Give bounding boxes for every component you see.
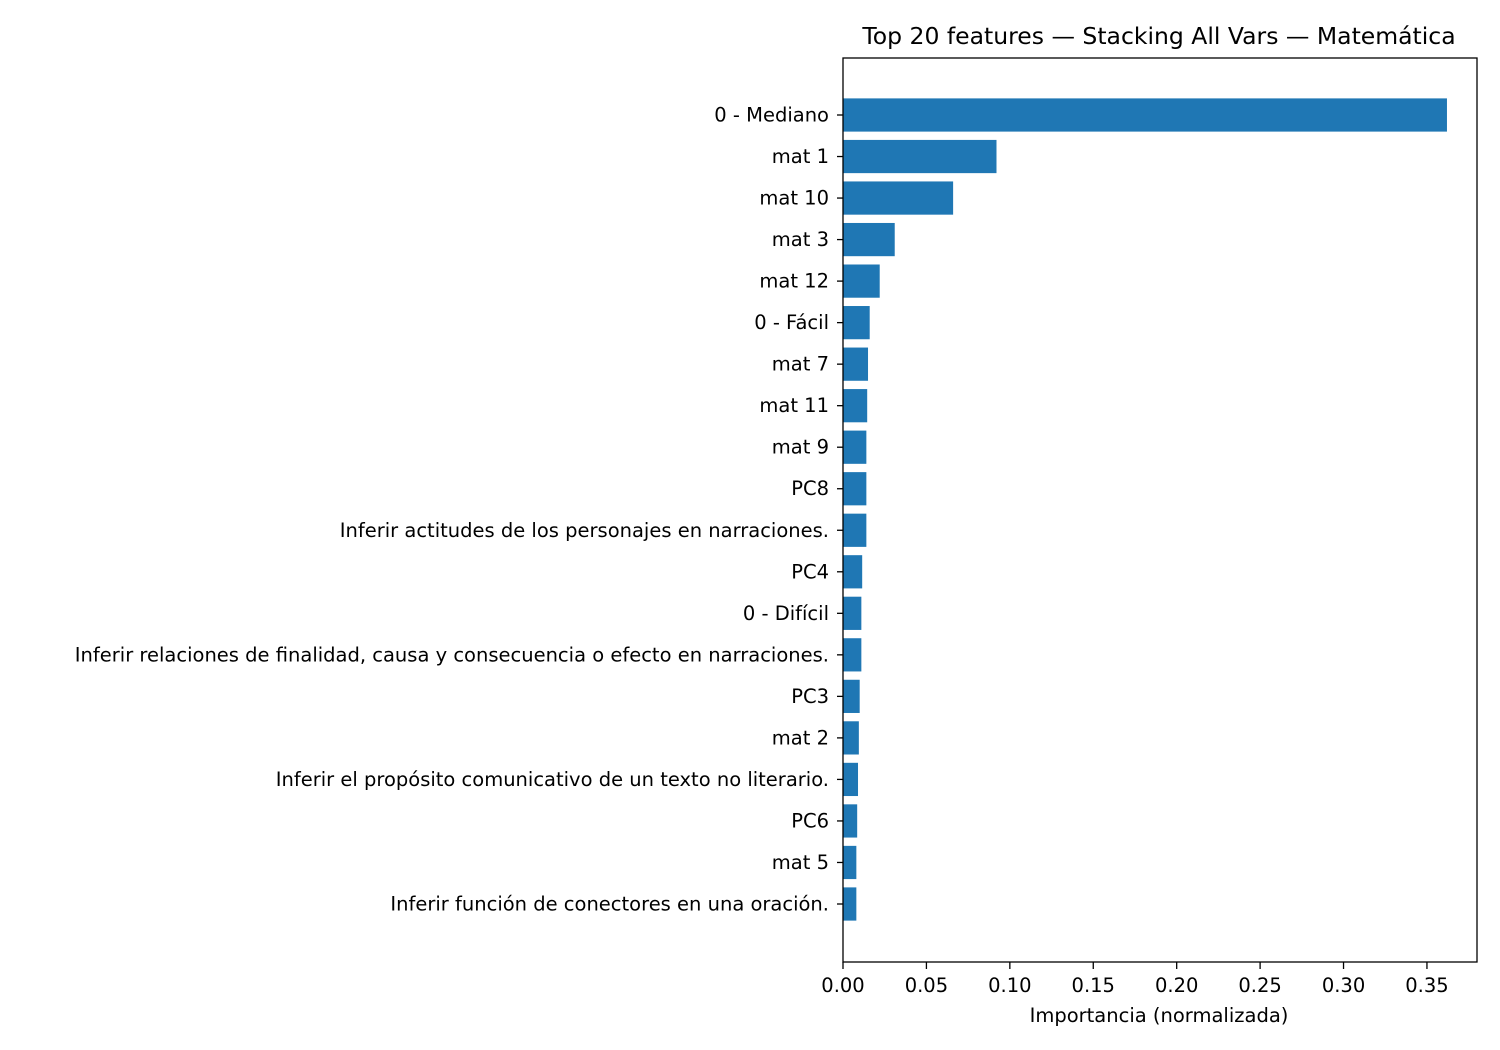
bar — [843, 98, 1447, 132]
bar — [843, 472, 867, 506]
bar — [843, 887, 857, 921]
bar — [843, 139, 997, 174]
y-tick-label: PC4 — [791, 560, 829, 583]
x-axis-label: Importancia (normalizada) — [1030, 1004, 1289, 1027]
bar — [843, 555, 863, 589]
y-tick-label: 0 - Difícil — [743, 602, 829, 625]
y-tick-label: mat 12 — [759, 270, 829, 293]
y-tick-label: Inferir actitudes de los personajes en n… — [340, 519, 829, 542]
bar — [843, 430, 867, 464]
x-tick-label: 0.00 — [821, 974, 864, 997]
x-tick-label: 0.15 — [1072, 974, 1115, 997]
y-tick-label: mat 7 — [772, 353, 829, 376]
y-tick-label: 0 - Fácil — [754, 311, 829, 334]
y-tick-label: Inferir el propósito comunicativo de un … — [276, 768, 829, 791]
y-tick-label: mat 1 — [772, 145, 829, 168]
bar — [843, 347, 869, 381]
bar — [843, 638, 862, 672]
bar — [843, 181, 954, 215]
bar — [843, 845, 857, 880]
y-tick-label: mat 11 — [759, 394, 829, 417]
bar — [843, 222, 895, 257]
y-tick-label: 0 - Mediano — [714, 104, 829, 127]
y-tick-label: mat 10 — [759, 187, 829, 210]
y-tick-label: Inferir relaciones de finalidad, causa y… — [75, 643, 829, 666]
bar — [843, 762, 859, 797]
bar — [843, 804, 858, 838]
bar — [843, 513, 867, 547]
y-tick-label: mat 5 — [772, 851, 829, 874]
bar — [843, 306, 870, 340]
x-tick-label: 0.20 — [1155, 974, 1198, 997]
x-tick-label: 0.05 — [905, 974, 948, 997]
y-tick-label: PC8 — [791, 477, 829, 500]
y-tick-label: PC3 — [791, 685, 829, 708]
x-ticks: 0.00 0.05 0.10 0.15 0.20 0.25 0.30 0.35 — [821, 962, 1449, 997]
bar — [843, 389, 868, 423]
x-tick-label: 0.35 — [1405, 974, 1448, 997]
x-tick-label: 0.25 — [1238, 974, 1281, 997]
bar — [843, 264, 880, 298]
plot-frame — [842, 57, 1478, 963]
y-tick-label: Inferir función de conectores en una ora… — [390, 893, 829, 916]
y-tick-label: mat 2 — [772, 726, 829, 749]
y-tick-label: mat 9 — [772, 436, 829, 459]
chart-title: Top 20 features — Stacking All Vars — Ma… — [861, 22, 1455, 50]
bar — [843, 721, 859, 755]
x-tick-label: 0.10 — [988, 974, 1031, 997]
bar — [843, 679, 860, 713]
y-tick-label: mat 3 — [772, 228, 829, 251]
x-tick-label: 0.30 — [1322, 974, 1365, 997]
bar — [843, 596, 862, 630]
y-tick-label: PC6 — [791, 809, 829, 832]
bars-group — [843, 98, 1447, 921]
y-tick-labels: 0 - Mediano mat 1 mat 10 mat 3 mat 12 0 - Fác… — [75, 104, 843, 916]
